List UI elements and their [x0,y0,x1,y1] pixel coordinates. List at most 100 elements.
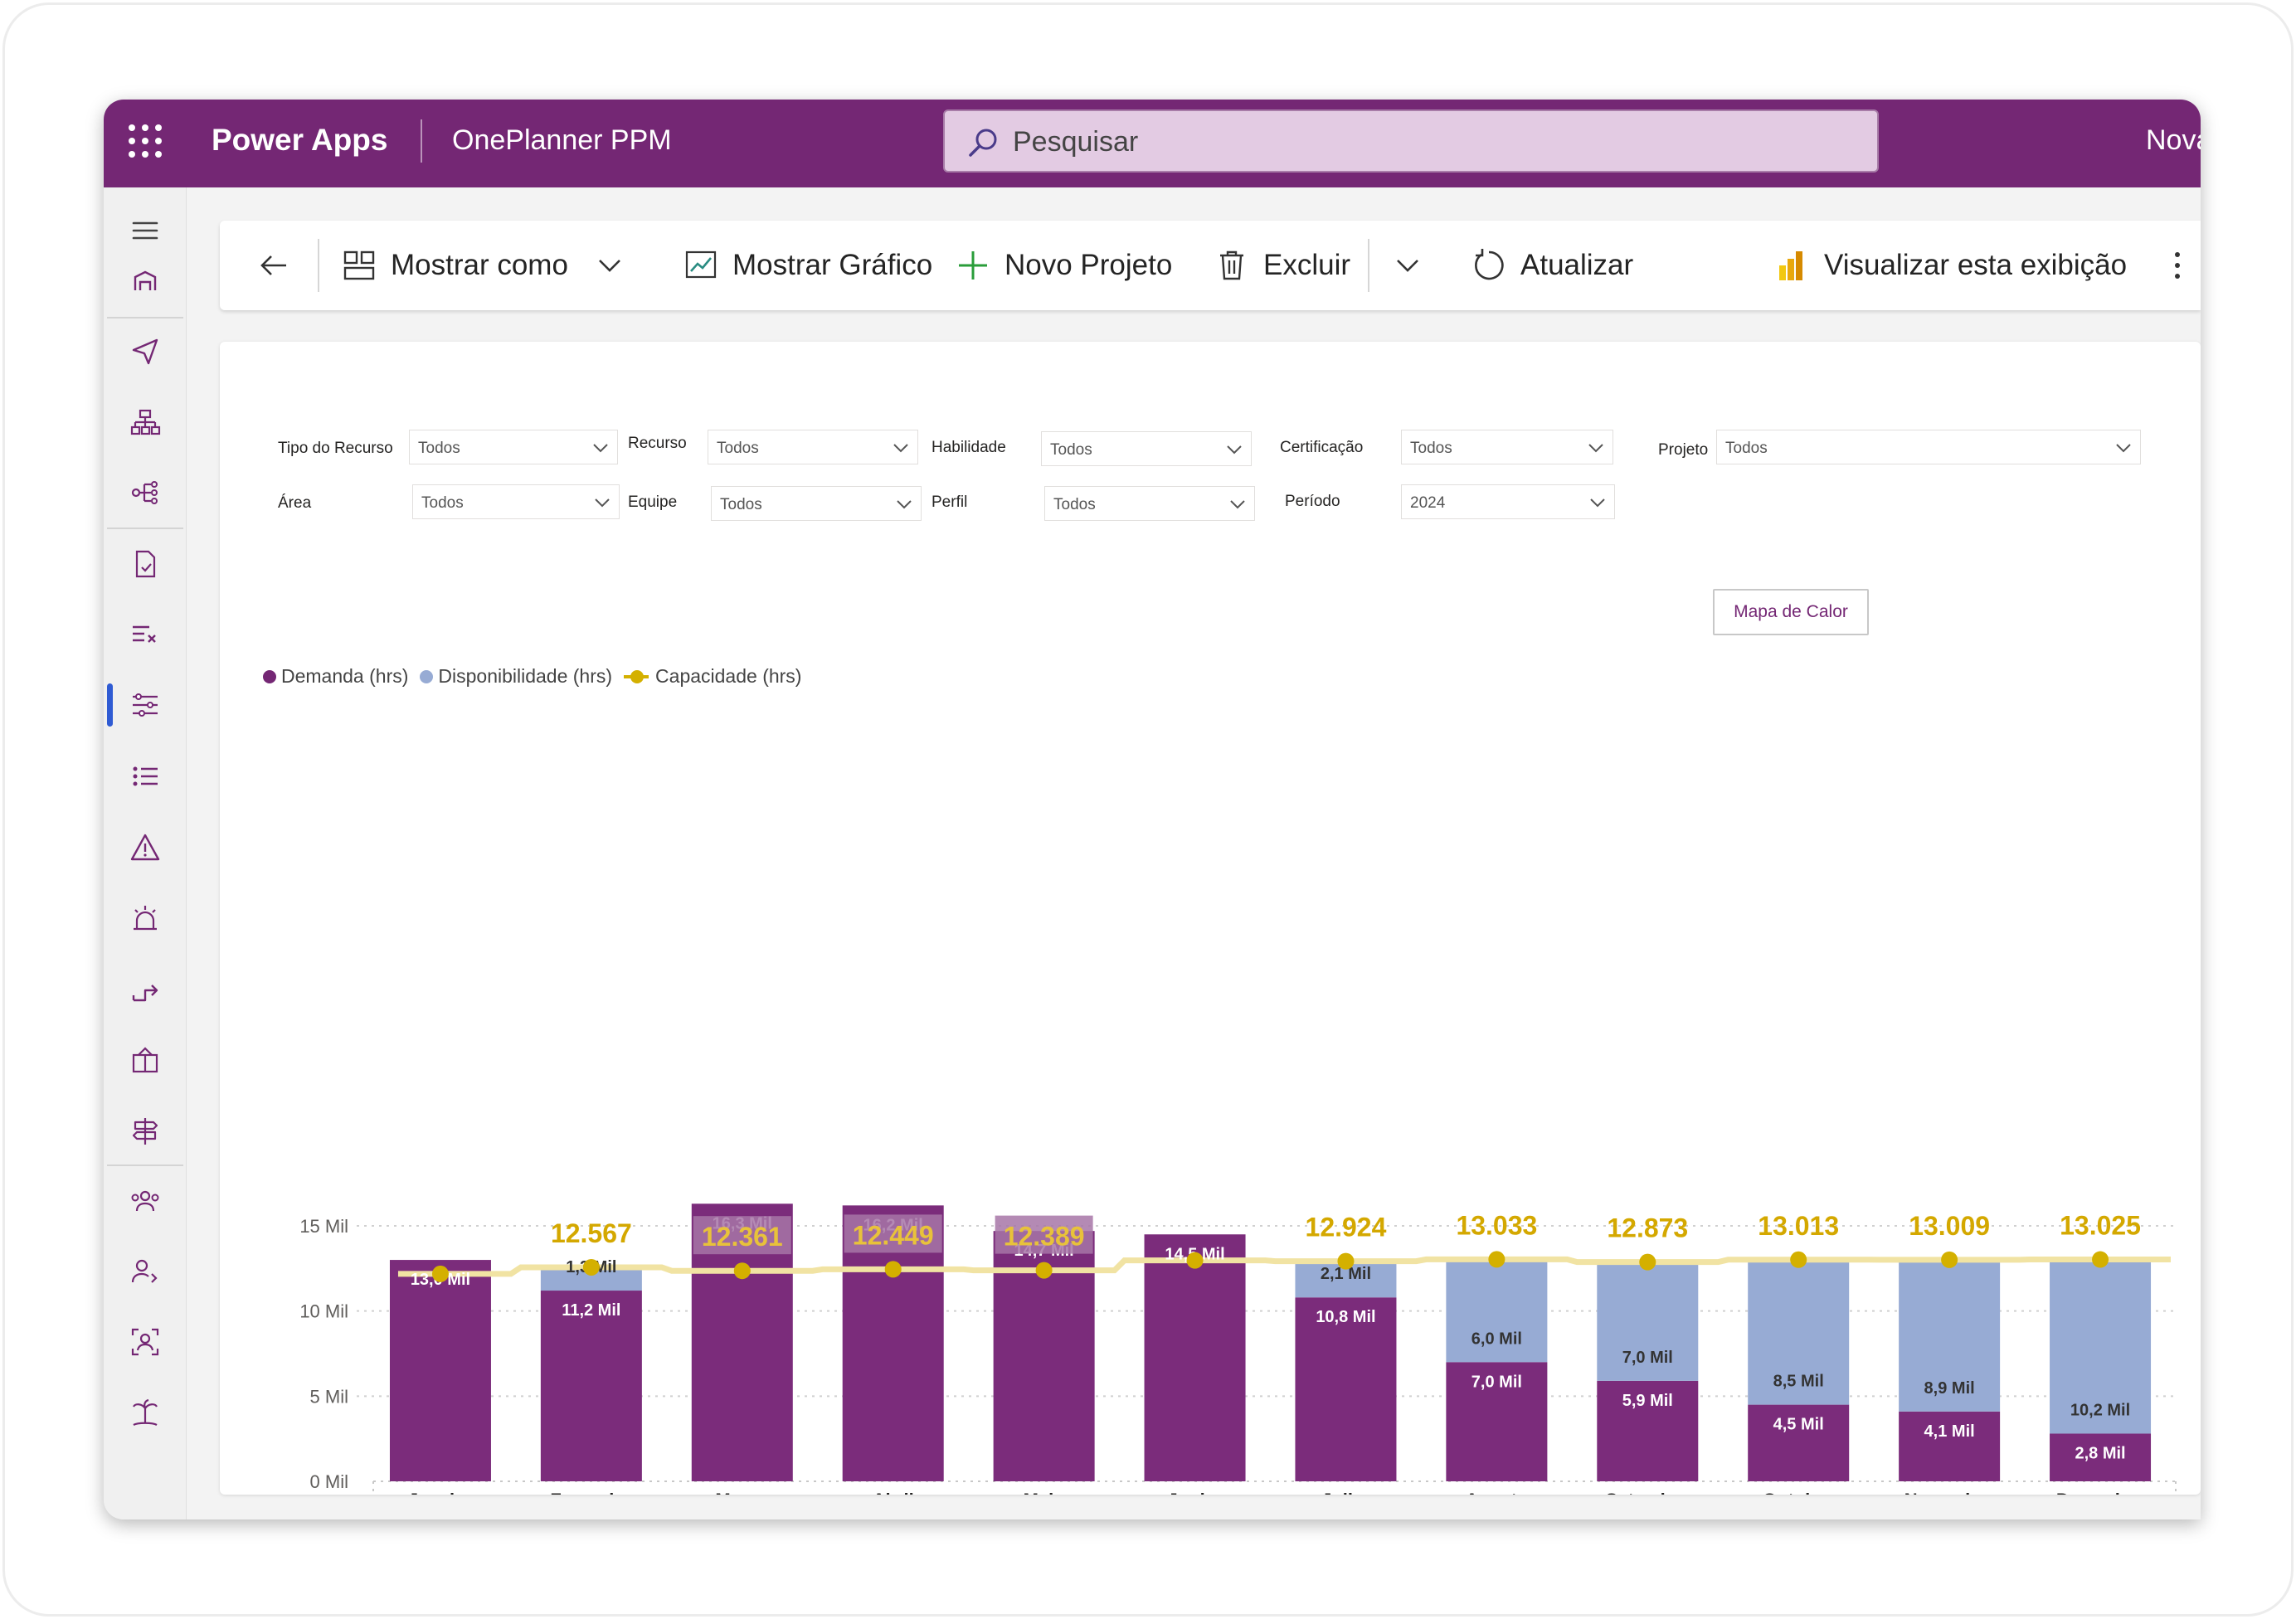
sidebar-reorder-icon[interactable] [104,965,187,1015]
heatmap-button[interactable]: Mapa de Calor [1713,589,1869,635]
capacity-label: 13.025 [2060,1211,2141,1241]
environment-name[interactable]: OnePlanner PPM [452,124,672,156]
search-input[interactable]: Pesquisar [943,109,1879,173]
refresh-icon [1475,249,1504,280]
legend-item-disponibilidade[interactable]: Disponibilidade (hrs) [420,665,612,688]
more-vertical-icon [2175,252,2180,279]
capacity-point [1488,1251,1506,1268]
bar-demanda [1899,1411,2001,1481]
chevron-down-icon [1588,444,1603,453]
chevron-down-icon [1227,445,1242,455]
new-project-button[interactable]: Novo Projeto [955,221,1172,310]
x-tick-label: Março [715,1490,769,1495]
back-arrow-icon [260,255,286,275]
sidebar-hierarchy-icon[interactable] [104,398,187,448]
capacity-label: 13.013 [1758,1211,1839,1241]
y-tick-label: 0 Mil [310,1471,348,1492]
x-tick-label: Julho [1321,1490,1370,1495]
toolbar-divider [1368,239,1369,292]
legend-item-capacidade[interactable]: Capacidade (hrs) [624,665,801,688]
filter-certificacao-select[interactable]: Todos [1401,430,1613,464]
y-tick-label: 10 Mil [299,1301,348,1322]
delete-button[interactable]: Excluir [1214,221,1350,310]
bar-demanda [540,1291,642,1481]
filter-label-equipe: Equipe [628,493,678,511]
sidebar-alarm-icon[interactable] [104,894,187,944]
sidebar-list-x-icon[interactable] [104,609,187,659]
sidebar-divider [107,528,183,529]
legend-swatch [263,669,276,683]
sidebar-document-check-icon[interactable] [104,539,187,589]
sidebar-divider [107,1164,183,1166]
filter-label-perfil: Perfil [932,493,968,511]
x-tick-label: Maio [1024,1490,1065,1495]
show-chart-button[interactable]: Mostrar Gráfico [683,221,932,310]
sidebar-team-icon[interactable] [104,1176,187,1226]
app-launcher-icon[interactable] [129,124,162,158]
more-options-dropdown[interactable] [1389,221,1439,310]
filter-label-habilidade: Habilidade [932,439,1006,456]
bar-demanda [1446,1362,1548,1481]
new-button[interactable]: Nova [2146,124,2201,156]
filter-label-certificacao: Certificação [1280,439,1364,456]
sidebar-menu-icon[interactable] [104,206,187,255]
sidebar-send-icon[interactable] [104,327,187,377]
filter-tipo-recurso-select[interactable]: Todos [409,430,618,464]
more-actions-button[interactable] [2159,221,2201,310]
bar-label-demanda: 4,5 Mil [1773,1416,1824,1434]
bar-label-disponibilidade: 2,1 Mil [1321,1265,1371,1283]
filter-periodo-select[interactable]: 2024 [1401,484,1615,519]
sidebar-flow-icon[interactable] [104,468,187,518]
filter-equipe-select[interactable]: Todos [711,486,922,521]
back-button[interactable] [256,221,306,310]
report-panel: Tipo do Recurso Todos Recurso Todos Habi… [220,342,2201,1495]
show-as-button[interactable]: Mostrar como [341,221,641,310]
sidebar-beach-icon[interactable] [104,1388,187,1438]
bar-demanda [1144,1234,1246,1481]
y-tick-label: 15 Mil [299,1216,348,1237]
filter-recurso-select[interactable]: Todos [708,430,918,464]
plus-icon [959,251,987,280]
filter-value: Todos [421,494,464,512]
sidebar-home-icon[interactable] [104,257,187,307]
legend-label: Capacidade (hrs) [655,665,802,687]
sidebar-person-scan-icon[interactable] [104,1317,187,1367]
power-bi-icon [1779,251,1802,280]
bar-demanda [2050,1433,2152,1481]
bar-label-demanda: 10,8 Mil [1316,1308,1375,1326]
capacity-point [884,1261,902,1278]
capacity-point [1790,1251,1807,1268]
filter-projeto-select[interactable]: Todos [1716,430,2141,464]
filter-area-select[interactable]: Todos [412,484,620,519]
filter-label-area: Área [278,494,312,512]
app-name[interactable]: Power Apps [212,123,388,157]
sidebar-filter-list-icon[interactable] [104,680,187,730]
legend-swatch [624,669,649,683]
filter-value: Todos [1050,441,1092,459]
sidebar-signpost-icon[interactable] [104,1106,187,1156]
filter-habilidade-select[interactable]: Todos [1041,431,1252,466]
header-divider [421,119,422,163]
sidebar-box-icon[interactable] [104,1035,187,1085]
refresh-label: Atualizar [1520,249,1634,281]
capacity-point [1035,1262,1053,1279]
x-tick-label: Dezembro [2056,1490,2144,1495]
refresh-button[interactable]: Atualizar [1471,221,1633,310]
bar-demanda [1748,1404,1850,1481]
app-window: Power Apps OnePlanner PPM Pesquisar Nova [104,100,2201,1519]
sidebar-warning-icon[interactable] [104,823,187,873]
capacity-label: 12.361 [702,1222,783,1252]
capacity-line [397,1256,2171,1277]
x-tick-label: Junho [1168,1490,1223,1495]
filter-label-projeto: Projeto [1658,441,1709,459]
sidebar-bullet-list-icon[interactable] [104,751,187,801]
legend-item-demanda[interactable]: Demanda (hrs) [263,665,408,688]
visualize-button[interactable]: Visualizar esta exibição [1774,221,2127,310]
search-placeholder: Pesquisar [1013,126,1139,158]
sidebar-person-arrow-icon[interactable] [104,1247,187,1297]
bar-disponibilidade [1446,1260,1548,1363]
capacity-point [2092,1251,2109,1268]
filter-perfil-select[interactable]: Todos [1044,486,1255,521]
capacity-point [1941,1251,1958,1268]
chevron-down-icon [2116,444,2131,453]
